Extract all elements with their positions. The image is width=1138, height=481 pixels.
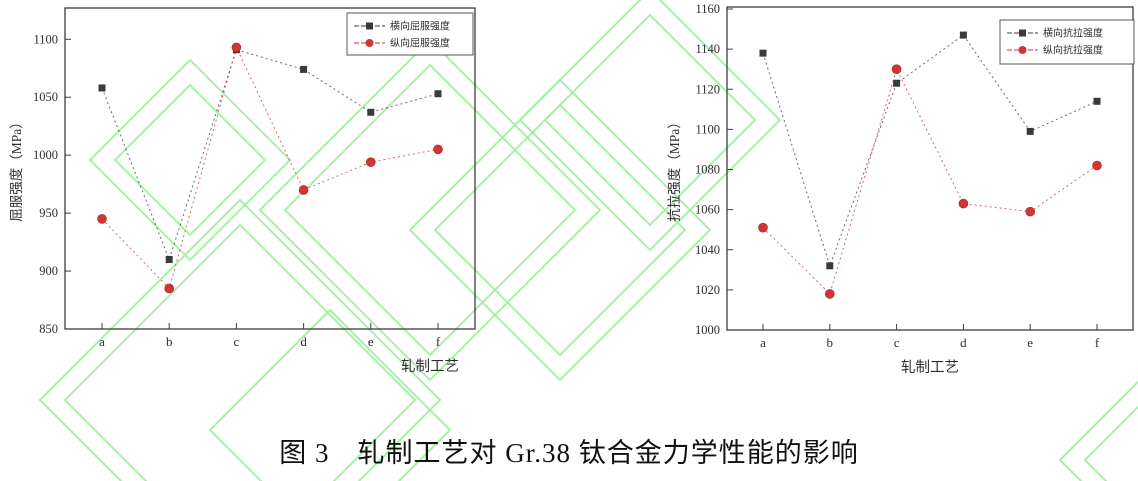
watermark-diamond (408, 78, 712, 382)
y-tick-label: 850 (39, 322, 58, 336)
x-tick-label: b (166, 334, 173, 349)
data-point-marker (165, 255, 173, 263)
series-transverse (759, 31, 1101, 270)
x-axis-label: 轧制工艺 (901, 359, 959, 376)
x-tick-label: c (234, 334, 240, 349)
data-point-marker (97, 214, 107, 224)
x-tick-label: c (894, 335, 900, 350)
series-transverse (98, 46, 442, 263)
y-tick-label: 1040 (695, 243, 720, 257)
data-point-marker (958, 198, 969, 209)
watermark-diamond (283, 63, 577, 357)
y-tick-label: 1060 (695, 203, 720, 217)
watermark-diamond (38, 198, 442, 481)
watermark-diamond (63, 223, 417, 481)
y-tick-label: 1140 (695, 42, 720, 56)
data-point-marker (891, 64, 902, 74)
yield-strength-chart: 850 900 950 1000 1050 1100 a b c d e f 屈服强度（MPa） 轧制工艺… (9, 7, 476, 375)
legend-label: 横向抗拉强度 (1043, 27, 1103, 40)
x-tick-label: b (827, 335, 834, 350)
legend-label: 纵向屈服强度 (390, 37, 450, 50)
legend-label: 纵向抗拉强度 (1043, 44, 1103, 57)
legend-label: 横向屈服强度 (390, 20, 450, 33)
watermark-diamond (258, 38, 602, 382)
data-point-marker (1092, 160, 1102, 171)
series-longitudinal (758, 64, 1102, 299)
plot-frame (726, 6, 1134, 331)
watermark-diamond (1083, 405, 1138, 481)
data-point-marker (433, 144, 443, 155)
x-tick-label: e (368, 334, 374, 349)
data-point-marker (759, 49, 767, 57)
watermark-diamond (1058, 380, 1138, 481)
y-tick-label: 1000 (33, 148, 58, 162)
data-point-marker (826, 262, 834, 270)
x-tick-label: f (436, 334, 441, 349)
data-point-marker (758, 222, 768, 233)
y-tick-label: 1120 (695, 82, 720, 96)
y-tick-label: 1050 (33, 90, 58, 104)
y-axis-label: 抗拉强度（MPa） (667, 115, 682, 222)
legend-marker (1018, 46, 1027, 54)
x-axis-label: 轧制工艺 (401, 358, 459, 375)
y-tick-label: 1020 (695, 283, 720, 297)
legend-marker (1019, 29, 1026, 37)
data-point-marker (298, 185, 309, 195)
y-axis-label: 屈服强度（MPa） (9, 115, 24, 222)
legend-marker (366, 22, 373, 30)
x-tick-label: a (99, 334, 105, 349)
x-tick-label: e (1027, 335, 1033, 350)
series-line (101, 49, 439, 261)
data-point-marker (824, 289, 835, 299)
y-tick-label: 1000 (695, 323, 720, 337)
series-longitudinal (97, 42, 443, 294)
data-point-marker (959, 31, 967, 39)
x-tick-label: d (960, 335, 967, 350)
watermark-diamond (543, 13, 757, 227)
data-point-marker (434, 90, 442, 98)
x-tick-label: a (760, 335, 766, 350)
data-point-marker (365, 157, 376, 167)
legend-marker (365, 39, 374, 47)
data-point-marker (164, 283, 174, 294)
data-point-marker (893, 79, 901, 87)
legend-frame (346, 12, 474, 56)
data-point-marker (231, 42, 242, 53)
watermark-diamond (88, 58, 292, 262)
watermark-diamond (113, 83, 267, 237)
plot-frame (64, 7, 476, 330)
series-line (101, 45, 439, 290)
charts-area: 850 900 950 1000 1050 1100 a b c d e f 屈服强度（MPa） 轧制工艺… (9, 2, 1135, 376)
data-point-marker (98, 84, 106, 92)
watermark-diamond (433, 103, 687, 357)
y-tick-label: 1100 (695, 122, 720, 136)
data-point-marker (300, 65, 308, 73)
figure-caption: 图 3 轧制工艺对 Gr.38 钛合金力学性能的影响 (279, 438, 859, 468)
data-point-marker (1026, 127, 1034, 135)
data-point-marker (1093, 97, 1101, 105)
y-tick-label: 1160 (695, 2, 720, 16)
series-line (762, 67, 1098, 295)
y-tick-label: 1080 (695, 163, 720, 177)
legend-frame (999, 19, 1135, 65)
y-tick-label: 1100 (33, 32, 58, 46)
data-point-marker (1025, 206, 1035, 217)
tensile-strength-chart: 1000 1020 1040 1060 1080 1100 1120 1140 1160 a b c d… (667, 2, 1135, 376)
series-line (762, 34, 1098, 268)
x-tick-label: f (1095, 335, 1100, 350)
watermark-diamond (208, 308, 452, 481)
y-tick-label: 900 (39, 264, 58, 278)
y-tick-label: 950 (39, 206, 58, 220)
data-point-marker (367, 108, 375, 116)
watermark-diamond (518, 0, 782, 252)
x-tick-label: d (300, 334, 307, 349)
